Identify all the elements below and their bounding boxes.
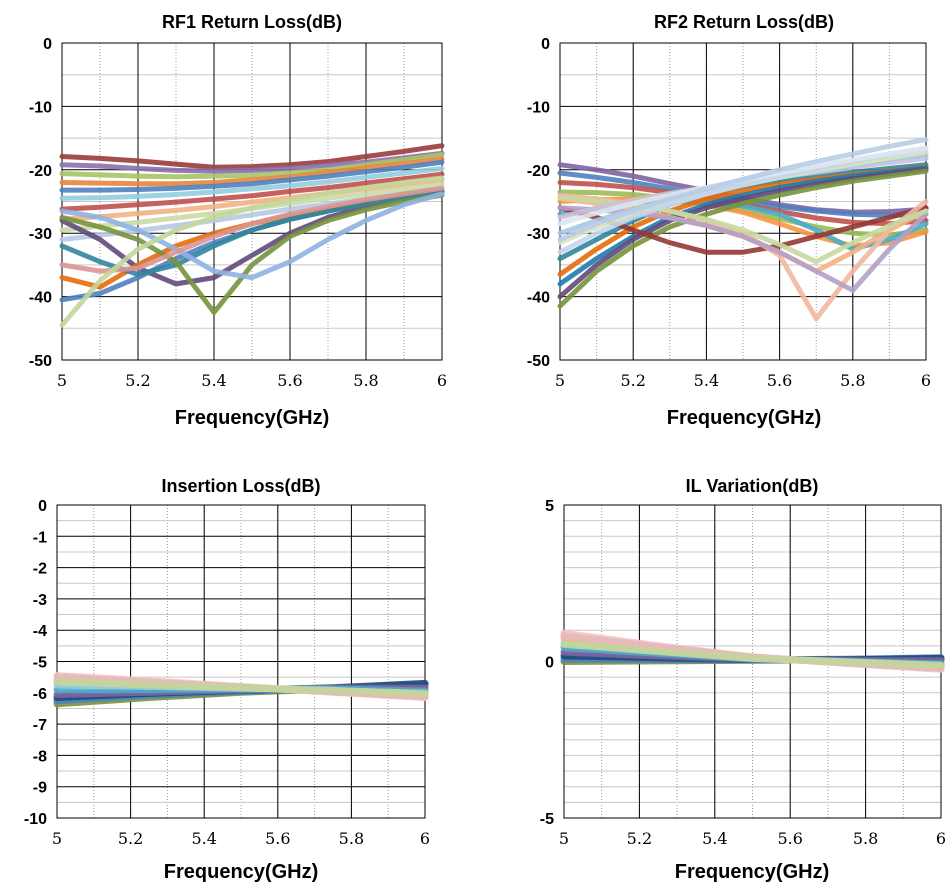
series-group [557,136,929,322]
y-tick-label: -50 [527,353,550,370]
y-tick-label: -40 [29,290,52,307]
x-tick-label: 5.8 [853,829,878,848]
series-line [59,152,445,180]
x-tick-label: 5.4 [201,371,226,390]
series-line [59,171,445,212]
y-tick-label: -5 [540,811,554,828]
plot-area-border [61,42,443,361]
series-group [560,629,945,673]
x-tick-label: 5.8 [353,371,378,390]
y-tick-label: 0 [541,36,550,53]
x-tick-label: 5.8 [840,371,865,390]
series-line [59,159,445,193]
series-group [53,672,429,708]
series-group [59,143,445,328]
y-tick-label: 0 [43,36,52,53]
x-tick-label: 5.2 [620,371,645,390]
y-tick-label: -20 [29,163,52,180]
series-line [59,192,445,315]
x-tick-label: 5.6 [277,371,302,390]
x-axis-label: Frequency(GHz) [164,861,318,883]
x-tick-label: 6 [420,829,430,848]
y-tick-label: -5 [33,655,47,672]
x-tick-label: 5.6 [777,829,802,848]
x-tick-label: 5.2 [118,829,143,848]
x-tick-label: 5.6 [767,371,792,390]
y-tick-label: 5 [545,498,554,515]
x-axis-label: Frequency(GHz) [675,861,829,883]
il-variation-chart: IL Variation(dB) Frequency(GHz) 5 0 -5 5 5.2… [540,476,946,883]
y-tick-label: -30 [527,226,550,243]
y-tick-label: -40 [527,290,550,307]
y-tick-label: -9 [33,780,47,797]
x-tick-label: 5.6 [265,829,290,848]
y-tick-label: -20 [527,163,550,180]
y-tick-label: -4 [33,623,47,640]
x-tick-label: 5 [555,371,565,390]
y-tick-label: -10 [24,811,47,828]
series-line [59,185,445,274]
x-tick-label: 5.4 [694,371,719,390]
series-line [557,205,929,255]
gridlines [56,504,426,819]
chart-title: Insertion Loss(dB) [161,476,320,496]
x-tick-label: 6 [936,829,946,848]
series-line [59,156,445,187]
y-tick-label: -50 [29,353,52,370]
y-tick-label: -10 [527,99,550,116]
y-tick-label: -1 [33,529,47,546]
rf1-return-loss-chart: RF1 Return Loss(dB) Frequency(GHz) 0 -10 -… [29,12,447,429]
y-tick-label: 0 [545,655,554,672]
x-tick-label: 5.8 [339,829,364,848]
series-line [560,640,945,669]
series-line [557,136,929,242]
x-tick-label: 5.4 [702,829,727,848]
chart-title: RF1 Return Loss(dB) [162,12,342,32]
series-line [59,175,445,328]
y-tick-label: -10 [29,99,52,116]
chart-title: IL Variation(dB) [686,476,819,496]
x-tick-label: 6 [921,371,931,390]
series-line [59,166,445,201]
x-tick-label: 5.2 [627,829,652,848]
chart-title: RF2 Return Loss(dB) [654,12,834,32]
y-tick-label: -2 [33,561,47,578]
x-tick-label: 5 [559,829,569,848]
y-tick-label: -8 [33,748,47,765]
y-tick-label: -3 [33,592,47,609]
x-tick-label: 5.2 [125,371,150,390]
x-axis-label: Frequency(GHz) [667,407,821,429]
series-line [557,168,929,309]
y-tick-label: -7 [33,717,47,734]
series-line [53,678,429,697]
x-tick-label: 5.4 [191,829,216,848]
x-tick-label: 5 [52,829,62,848]
rf2-return-loss-chart: RF2 Return Loss(dB) Frequency(GHz) 0 -10 -… [527,12,931,429]
y-tick-label: -30 [29,226,52,243]
x-axis-label: Frequency(GHz) [175,407,329,429]
series-line [59,191,445,281]
insertion-loss-chart: Insertion Loss(dB) Frequency(GHz) 0 -1 -2 -… [24,476,430,883]
series-line [59,143,445,170]
x-tick-label: 5 [57,371,67,390]
y-tick-label: -6 [33,686,47,703]
y-tick-label: 0 [38,498,47,515]
x-tick-label: 6 [437,371,447,390]
plot-area-border [56,504,426,819]
